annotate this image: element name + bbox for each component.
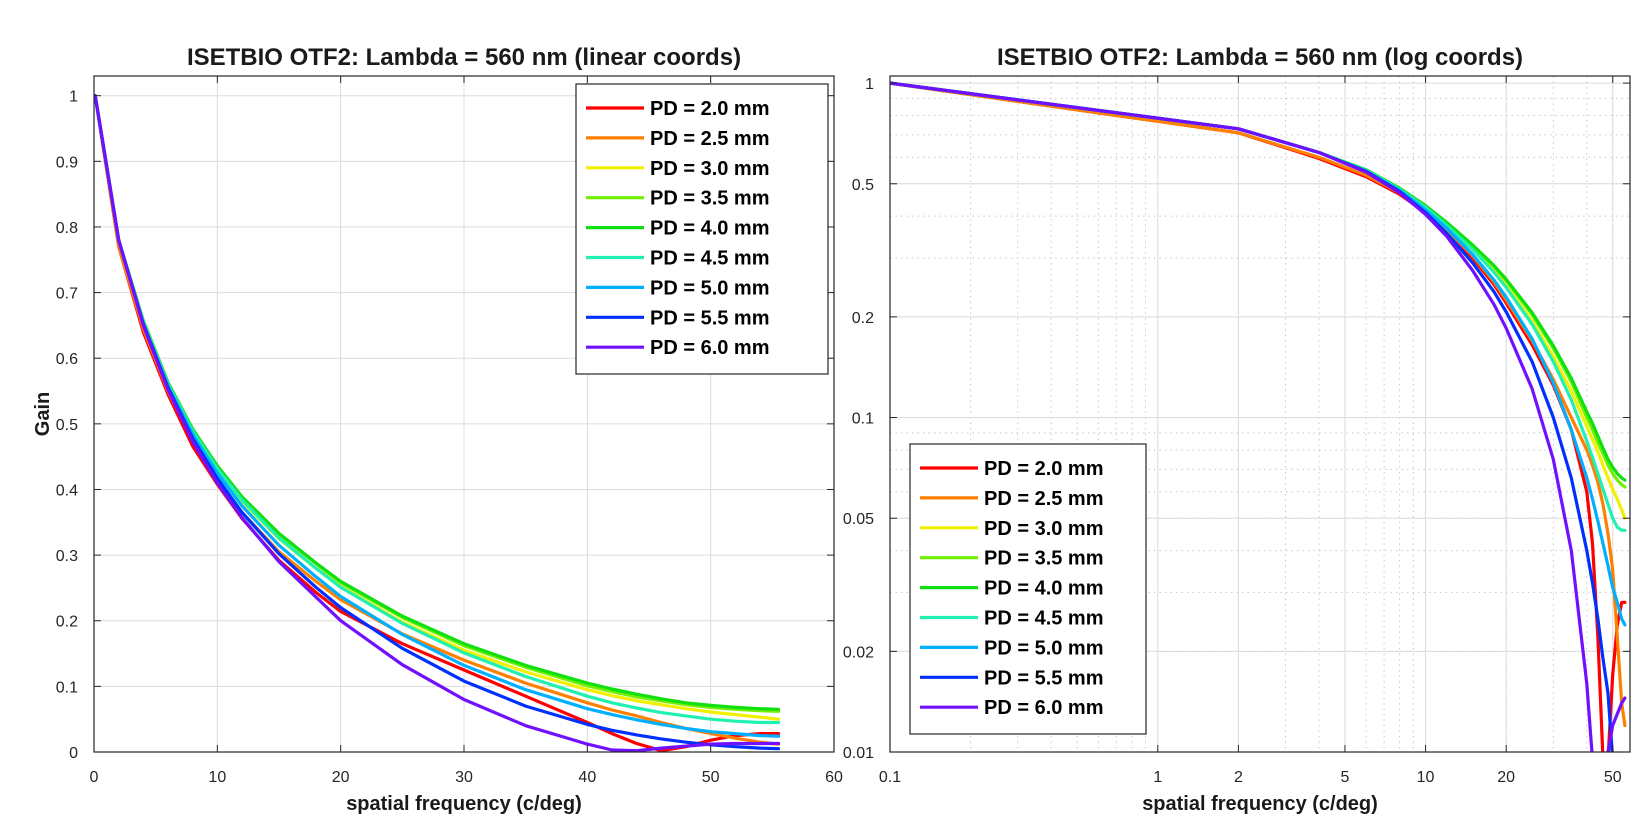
series-line <box>94 94 781 752</box>
linear-y-axis-label: Gain <box>32 392 54 436</box>
y-tick-label: 0.2 <box>56 614 78 631</box>
legend-entry: PD = 2.0 mm <box>650 98 770 120</box>
log-axes-box <box>889 75 1631 753</box>
legend-entry: PD = 4.0 mm <box>650 218 770 240</box>
y-tick-label: 0 <box>69 745 78 762</box>
legend-entry: PD = 5.5 mm <box>984 667 1104 689</box>
linear-legend: PD = 2.0 mm PD = 2.5 mm PD = 3.0 mm PD = 3.… <box>575 83 829 375</box>
legend-entry: PD = 4.0 mm <box>984 578 1104 600</box>
x-tick-label: 30 <box>455 769 473 786</box>
legend-entry: PD = 6.0 mm <box>984 697 1104 719</box>
series-line <box>890 81 1627 489</box>
y-tick-label: 0.6 <box>56 351 78 368</box>
y-tick-label: 0.9 <box>56 154 78 171</box>
y-tick-label: 0.05 <box>843 511 874 528</box>
log-legend: PD = 2.0 mm PD = 2.5 mm PD = 3.0 mm PD = 3.… <box>909 443 1147 735</box>
linear-x-axis-label: spatial frequency (c/deg) <box>346 793 582 815</box>
y-tick-label: 0.5 <box>852 177 874 194</box>
legend-entry: PD = 4.5 mm <box>650 248 770 270</box>
legend-entry: PD = 3.5 mm <box>984 548 1104 570</box>
y-tick-label: 0.4 <box>56 482 78 499</box>
x-tick-label: 50 <box>702 769 720 786</box>
log-panel: ISETBIO OTF2: Lambda = 560 nm (log coord… <box>843 44 1631 815</box>
y-tick-label: 0.01 <box>843 745 874 762</box>
x-tick-label: 1 <box>1153 769 1162 786</box>
legend-entry: PD = 5.0 mm <box>984 637 1104 659</box>
x-tick-label: 5 <box>1341 769 1350 786</box>
linear-panel: ISETBIO OTF2: Lambda = 560 nm (linear co… <box>32 44 843 815</box>
y-tick-label: 0.1 <box>852 411 874 428</box>
legend-entry: PD = 2.5 mm <box>984 488 1104 510</box>
legend-entry: PD = 3.0 mm <box>984 518 1104 540</box>
x-tick-label: 50 <box>1604 769 1622 786</box>
linear-series-lines <box>94 94 781 752</box>
x-tick-label: 0.1 <box>879 769 901 786</box>
log-x-axis-label: spatial frequency (c/deg) <box>1142 793 1378 815</box>
x-tick-label: 10 <box>1417 769 1435 786</box>
series-line <box>890 81 1627 482</box>
log-tick-labels: 0.1 1 2 5 10 20 50 0.01 0.02 0.05 0.1 0.2 0.5 1 <box>843 76 1630 786</box>
x-tick-label: 40 <box>578 769 596 786</box>
legend-entry: PD = 2.0 mm <box>984 458 1104 480</box>
series-line <box>890 81 1627 752</box>
y-tick-label: 0.8 <box>56 220 78 237</box>
legend-entry: PD = 4.5 mm <box>984 608 1104 630</box>
x-tick-label: 0 <box>90 769 99 786</box>
y-tick-label: 1 <box>865 76 874 93</box>
legend-entry: PD = 5.0 mm <box>650 277 770 299</box>
legend-entry: PD = 6.0 mm <box>650 337 770 359</box>
x-tick-label: 10 <box>208 769 226 786</box>
log-chart-title: ISETBIO OTF2: Lambda = 560 nm (log coord… <box>997 44 1523 71</box>
y-tick-label: 0.1 <box>56 679 78 696</box>
linear-chart-title: ISETBIO OTF2: Lambda = 560 nm (linear co… <box>187 44 741 71</box>
y-tick-label: 0.02 <box>843 644 874 661</box>
x-tick-label: 60 <box>825 769 843 786</box>
y-tick-label: 1 <box>69 89 78 106</box>
legend-entry: PD = 5.5 mm <box>650 307 770 329</box>
legend-entry: PD = 2.5 mm <box>650 128 770 150</box>
y-tick-label: 0.2 <box>852 310 874 327</box>
y-tick-label: 0.3 <box>56 548 78 565</box>
x-tick-label: 20 <box>1497 769 1515 786</box>
x-tick-label: 20 <box>332 769 350 786</box>
log-series-lines <box>890 81 1627 752</box>
legend-entry: PD = 3.5 mm <box>650 188 770 210</box>
y-tick-label: 0.7 <box>56 286 78 303</box>
y-tick-label: 0.5 <box>56 417 78 434</box>
x-tick-label: 2 <box>1234 769 1243 786</box>
legend-entry: PD = 3.0 mm <box>650 158 770 180</box>
linear-tick-labels: 0 10 20 30 40 50 60 0 0.1 0.2 0.3 0.4 0.5 0.6 0.7 0.8 0.… <box>56 76 843 786</box>
